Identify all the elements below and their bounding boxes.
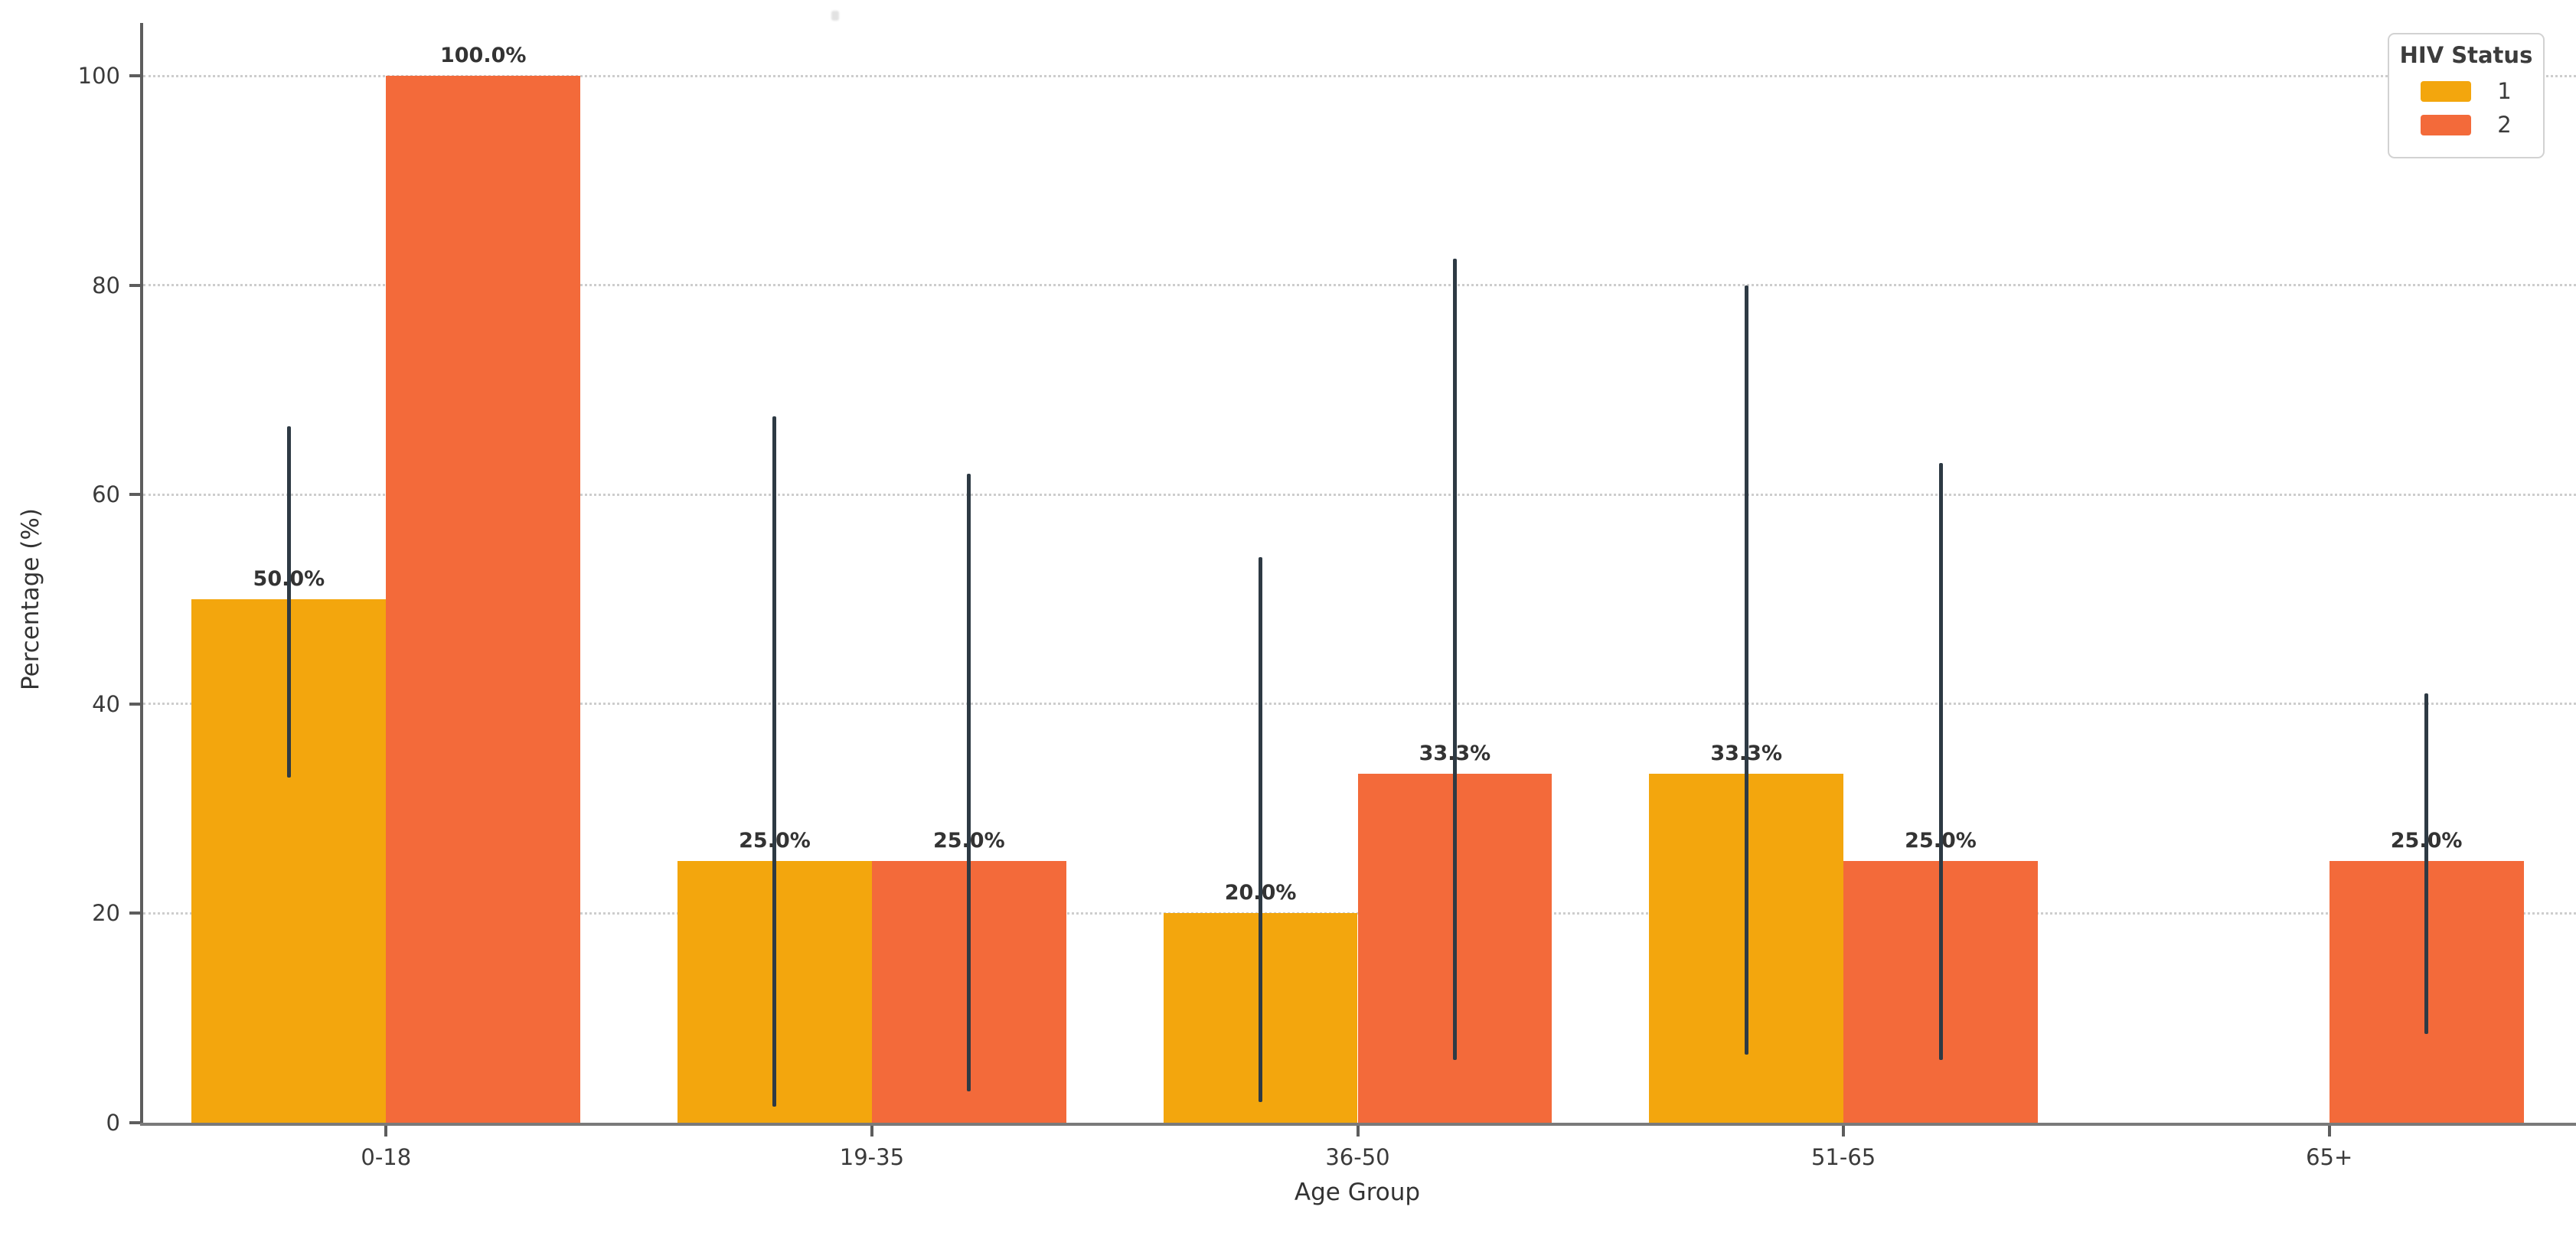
y-tick-label: 100 [77, 63, 120, 89]
legend: HIV Status 1 2 [2388, 33, 2545, 158]
y-tick-mark [129, 283, 143, 287]
y-tick-mark [129, 493, 143, 497]
error-bar-19-35-status-2 [967, 473, 971, 1091]
y-axis-title: Percentage (%) [17, 508, 44, 690]
y-tick-label: 0 [106, 1110, 120, 1136]
y-tick-label: 60 [92, 481, 120, 508]
y-axis-spine [140, 23, 143, 1126]
legend-entry: 1 [2398, 74, 2534, 108]
y-tick-mark [129, 1121, 143, 1124]
y-tick-mark [129, 74, 143, 77]
y-tick-label: 80 [92, 272, 120, 298]
x-tick-mark [1356, 1126, 1360, 1137]
gridline-100 [143, 74, 2576, 77]
error-bar-36-50-status-1 [1259, 557, 1263, 1102]
legend-entry-label: 1 [2497, 78, 2512, 104]
x-tick-mark [870, 1126, 873, 1137]
gridline-40 [143, 703, 2576, 706]
x-tick-mark [1842, 1126, 1846, 1137]
gridline-80 [143, 284, 2576, 287]
y-tick-label: 20 [92, 900, 120, 927]
x-axis-spine [140, 1123, 2576, 1126]
legend-entry-label: 2 [2497, 112, 2512, 138]
legend-swatch [2421, 114, 2472, 135]
x-tick-mark [2327, 1126, 2331, 1137]
screenshot-artifact-dot [831, 11, 839, 21]
bar-0-18-status-2 [386, 76, 581, 1123]
x-tick-mark [384, 1126, 388, 1137]
x-tick-label-51-65: 51-65 [1810, 1144, 1876, 1170]
x-tick-label-0-18: 0-18 [361, 1144, 412, 1170]
error-bar-0-18-status-1 [286, 426, 291, 778]
y-tick-mark [129, 702, 143, 706]
x-tick-label-36-50: 36-50 [1325, 1144, 1390, 1170]
y-tick-label: 40 [92, 690, 120, 717]
error-bar-51-65-status-2 [1938, 463, 1943, 1060]
error-bar-51-65-status-1 [1744, 285, 1748, 1055]
error-bar-36-50-status-2 [1452, 259, 1457, 1060]
legend-title: HIV Status [2399, 42, 2533, 68]
error-bar-65+-status-2 [2424, 693, 2429, 1034]
legend-entry: 2 [2398, 108, 2534, 142]
gridline-60 [143, 493, 2576, 496]
legend-swatch [2421, 80, 2472, 102]
x-axis-title: Age Group [1294, 1179, 1421, 1206]
x-tick-label-19-35: 19-35 [839, 1144, 905, 1170]
bar-value-label: 100.0% [439, 44, 527, 67]
error-bar-19-35-status-1 [772, 416, 777, 1107]
y-tick-mark [129, 912, 143, 915]
x-tick-label-65+: 65+ [2306, 1144, 2353, 1170]
